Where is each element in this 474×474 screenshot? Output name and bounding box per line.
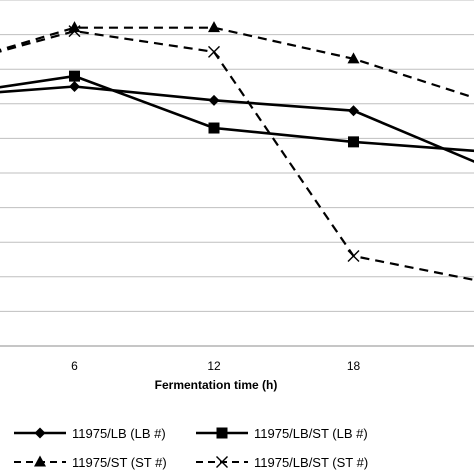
legend: 11975/LB (LB #) 11975/LB/ST (LB #) 11975/S… (14, 426, 368, 470)
legend-item: 11975/LB/ST (ST #) (196, 455, 368, 470)
data-point (69, 70, 80, 82)
legend-label: 11975/LB (LB #) (72, 426, 166, 441)
series-markers (68, 21, 360, 263)
data-point (208, 122, 220, 134)
legend-marker (216, 427, 228, 439)
data-point (68, 25, 81, 38)
x-tick-labels: 6 12 18 (71, 359, 360, 373)
data-point (208, 45, 220, 58)
x-axis-title: Fermentation time (h) (155, 378, 278, 392)
x-tick-label: 12 (207, 359, 221, 373)
data-point (208, 94, 220, 106)
x-tick-label: 6 (71, 359, 78, 373)
legend-marker (216, 456, 228, 468)
x-tick-label: 18 (347, 359, 361, 373)
legend-label: 11975/LB/ST (LB #) (254, 426, 368, 441)
data-point (208, 21, 220, 33)
series-line-3 (0, 26, 474, 99)
data-point (69, 81, 80, 92)
data-point (347, 250, 360, 263)
data-point (348, 105, 359, 117)
legend-marker (34, 427, 46, 439)
gridlines (0, 0, 474, 347)
legend-item: 11975/LB (LB #) (14, 426, 166, 441)
series-line-1 (0, 85, 474, 163)
data-point (347, 52, 360, 64)
data-point (68, 21, 81, 33)
series-lines (0, 26, 474, 282)
data-point (348, 136, 359, 148)
legend-marker (34, 455, 46, 467)
legend-label: 11975/ST (ST #) (72, 455, 167, 470)
legend-item: 11975/LB/ST (LB #) (196, 426, 368, 441)
legend-label: 11975/LB/ST (ST #) (254, 455, 368, 470)
legend-item: 11975/ST (ST #) (14, 455, 167, 470)
